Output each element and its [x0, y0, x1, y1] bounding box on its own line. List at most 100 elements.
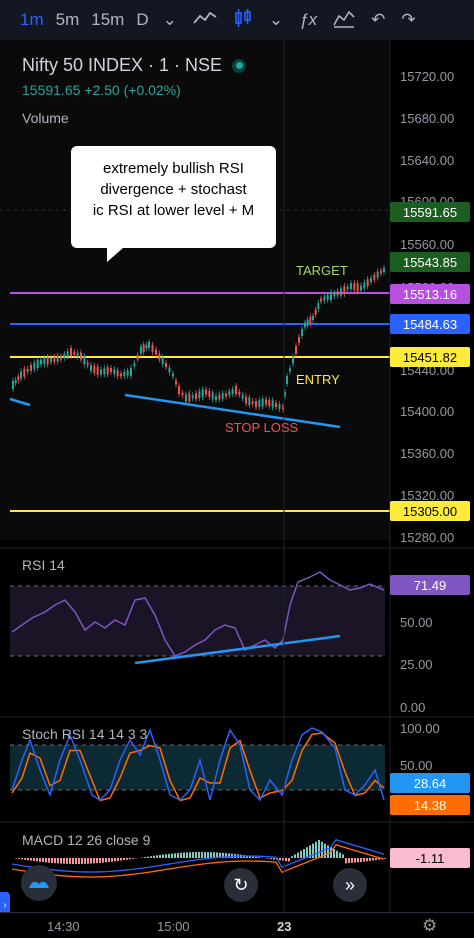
price-tick: 15320.00: [400, 488, 455, 503]
gear-icon[interactable]: ⚙: [422, 916, 438, 935]
candle-body: [123, 372, 126, 376]
macd-histogram-bar: [72, 858, 74, 864]
interval-5m-button[interactable]: 5m: [55, 10, 80, 29]
stoch-d-line: [11, 732, 385, 802]
candle-body: [20, 371, 22, 379]
macd-histogram-bar: [384, 858, 386, 859]
macd-histogram-bar: [336, 850, 338, 858]
interval-d-button[interactable]: D: [136, 10, 149, 29]
candlestick-icon[interactable]: [225, 8, 261, 33]
macd-histogram-bar: [156, 855, 158, 858]
side-panel-toggle[interactable]: ›: [0, 892, 10, 918]
undo-icon[interactable]: ↶: [371, 10, 386, 29]
entry-annotation[interactable]: ENTRY: [296, 372, 340, 387]
macd-histogram-bar: [186, 852, 188, 858]
macd-histogram-bar: [351, 858, 353, 863]
macd-histogram-bar: [303, 849, 305, 858]
rsi-label[interactable]: RSI 14: [22, 557, 65, 573]
interval-15m-button[interactable]: 15m: [91, 10, 125, 29]
candle-body: [218, 394, 221, 400]
macd-histogram-bar: [117, 858, 119, 861]
candle-body: [185, 394, 187, 402]
target-annotation[interactable]: TARGET: [296, 263, 348, 278]
stoch-tick: 100.00: [400, 721, 440, 736]
candle-body: [323, 296, 326, 301]
candle-body: [90, 365, 92, 371]
time-tick: 14:30: [47, 919, 80, 934]
macd-histogram-bar: [105, 858, 107, 863]
candle-body: [155, 349, 157, 355]
candle-body: [120, 373, 122, 377]
templates-icon[interactable]: [325, 8, 363, 33]
reset-chart-icon[interactable]: ↻: [224, 868, 258, 902]
candle-body: [258, 399, 261, 407]
macd-histogram-bar: [195, 852, 197, 858]
candle-body: [268, 400, 271, 406]
candle-body: [205, 389, 207, 395]
candle-body: [60, 356, 62, 360]
macd-histogram-bar: [123, 858, 125, 861]
macd-histogram-bar: [111, 858, 113, 862]
candle-body: [225, 393, 227, 397]
candle-body: [312, 316, 314, 320]
macd-histogram-bar: [99, 858, 101, 863]
macd-label[interactable]: MACD 12 26 close 9: [22, 832, 151, 848]
tradingview-logo-button[interactable]: [21, 865, 57, 901]
scroll-to-realtime-icon[interactable]: »: [333, 868, 367, 902]
macd-histogram-bar: [192, 852, 194, 858]
candle-body: [275, 403, 277, 407]
candle-body: [360, 285, 362, 291]
macd-histogram-bar: [318, 840, 320, 858]
candle-body: [26, 368, 29, 372]
market-open-indicator: [232, 58, 247, 73]
volume-label[interactable]: Volume: [22, 110, 69, 126]
candle-body: [36, 360, 39, 368]
symbol-header[interactable]: Nifty 50 INDEX · 1 · NSE: [22, 55, 247, 76]
candle-body: [70, 348, 72, 356]
candle-body: [353, 283, 356, 291]
interval-1m-button[interactable]: 1m: [20, 10, 44, 29]
callout-note[interactable]: extremely bullish RSI divergence + stoch…: [71, 146, 276, 262]
macd-histogram-bar: [246, 855, 248, 858]
macd-histogram-bar: [129, 858, 131, 860]
macd-histogram-bar: [324, 843, 326, 858]
candle-body: [142, 344, 145, 353]
chevron-down-icon[interactable]: ⌄: [268, 10, 284, 29]
macd-histogram-bar: [171, 853, 173, 858]
candle-body: [330, 292, 332, 300]
macd-histogram-bar: [54, 858, 56, 864]
chart-canvas: [0, 40, 474, 912]
candle-body: [306, 319, 309, 326]
macd-histogram-bar: [102, 858, 104, 863]
price-tick: 15400.00: [400, 404, 455, 419]
time-axis[interactable]: 14:30 15:00 23 ⚙: [0, 912, 474, 938]
chart-area[interactable]: [0, 40, 474, 912]
macd-histogram-bar: [225, 853, 227, 858]
macd-histogram-bar: [183, 852, 185, 858]
stop-loss-annotation[interactable]: STOP LOSS: [225, 420, 299, 435]
purple-level-tag: 15513.16: [390, 284, 470, 304]
candle-body: [380, 270, 382, 274]
macd-histogram-bar: [45, 858, 47, 863]
candle-body: [43, 358, 46, 365]
price-change: 15591.65 +2.50 (+0.02%): [22, 82, 181, 98]
macd-histogram-bar: [132, 858, 134, 859]
chevron-down-icon[interactable]: ⌄: [162, 10, 177, 29]
price-tick: 15360.00: [400, 446, 455, 461]
macd-histogram-bar: [360, 858, 362, 862]
redo-icon[interactable]: ↷: [401, 10, 416, 29]
candle-body: [336, 291, 339, 296]
rsi-tick: 0.00: [400, 700, 426, 715]
macd-histogram-bar: [252, 856, 254, 858]
candle-body: [83, 356, 86, 364]
line-chart-icon[interactable]: [185, 9, 225, 32]
candle-body: [40, 359, 42, 365]
indicators-fx-icon[interactable]: ƒx: [299, 10, 318, 29]
candle-body: [191, 395, 194, 399]
candle-body: [295, 346, 297, 354]
candle-body: [14, 380, 17, 384]
macd-histogram-bar: [228, 853, 230, 858]
macd-histogram-bar: [369, 858, 371, 861]
stoch-rsi-label[interactable]: Stoch RSI 14 14 3 3: [22, 726, 148, 742]
macd-histogram-bar: [363, 858, 365, 862]
